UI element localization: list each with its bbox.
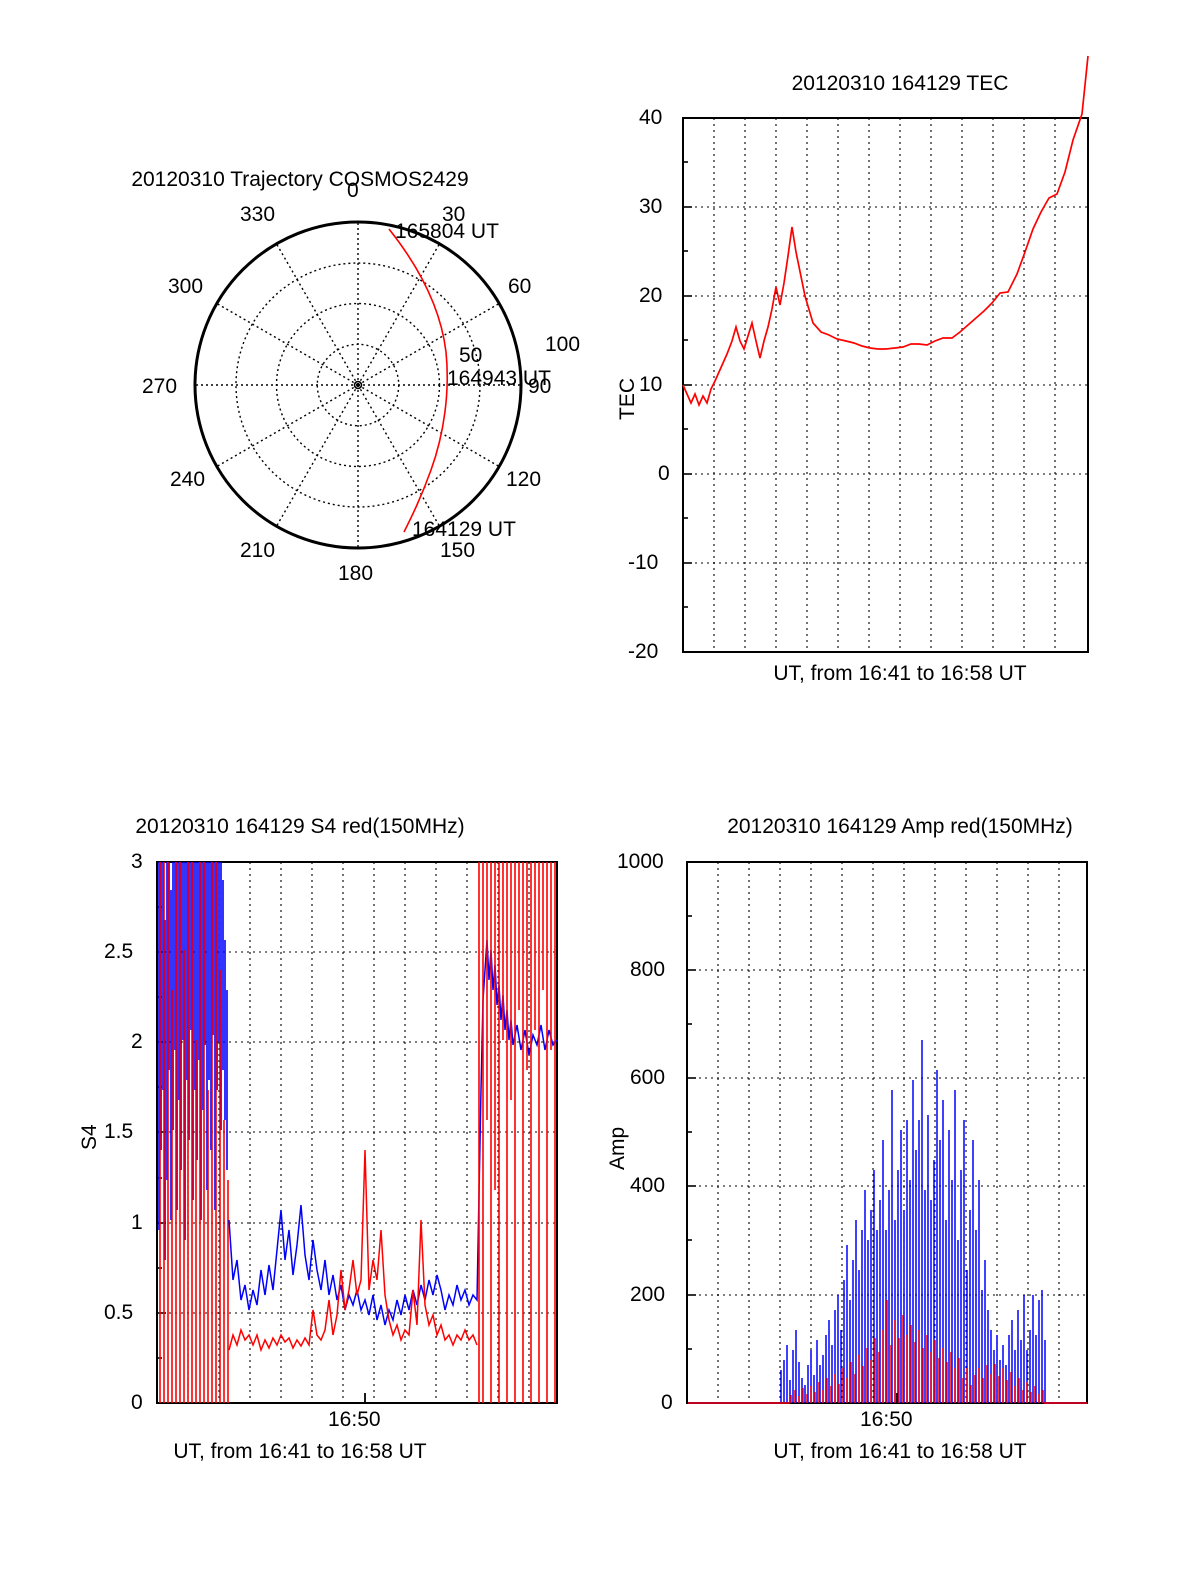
amp-ytick-800: 800: [630, 958, 666, 981]
polar-radial-label-50: 50: [459, 344, 483, 367]
polar-az-label-30: 30: [442, 203, 466, 226]
s4-xtick-label-1650: 16:50: [328, 1408, 381, 1431]
s4-trace-blue-quiet: [228, 939, 558, 1326]
tec-hgrid: [683, 206, 1088, 564]
s4-trace-red-quiet: [228, 1149, 478, 1353]
amp-ytick-200: 200: [630, 1283, 666, 1306]
polar-az-label-300: 300: [168, 275, 204, 298]
s4-ytick-15: 1.5: [104, 1120, 134, 1143]
trajectory-panel: 20120310 Trajectory COSMOS2429 0: [0, 0, 600, 640]
polar-az-label-180: 180: [338, 562, 374, 585]
tec-ytick-10: 10: [639, 373, 663, 396]
s4-trace-blue-saturated: [158, 862, 228, 1260]
s4-ytick-05: 0.5: [104, 1301, 134, 1324]
amp-ytick-600: 600: [630, 1066, 666, 1089]
polar-az-label-60: 60: [508, 275, 532, 298]
tec-ytick-0: 0: [658, 462, 670, 485]
tec-xlabel: UT, from 16:41 to 16:58 UT: [773, 662, 1027, 685]
amp-xtick-label-1650: 16:50: [860, 1408, 913, 1431]
polar-az-label-240: 240: [170, 468, 206, 491]
amp-xlabel: UT, from 16:41 to 16:58 UT: [773, 1440, 1027, 1463]
s4-ytick-25: 2.5: [104, 940, 134, 963]
s4-title: 20120310 164129 S4 red(150MHz): [135, 815, 465, 838]
polar-spokes: [195, 222, 521, 548]
s4-vgrid: [187, 862, 530, 1403]
amp-ytick-0: 0: [661, 1391, 673, 1414]
trajectory-trace: [388, 228, 449, 533]
s4-trace-red-saturated-start: [159, 862, 229, 1403]
tec-ytick-40: 40: [639, 106, 663, 129]
s4-ytick-0: 0: [131, 1391, 143, 1414]
amp-hgrid: [687, 969, 1087, 1296]
s4-panel: 20120310 164129 S4 red(150MHz): [0, 790, 600, 1490]
tec-yticks: [683, 161, 692, 608]
polar-az-label-90: 90: [528, 375, 552, 398]
trajectory-plot-svg: [193, 220, 523, 550]
s4-ytick-1: 1: [131, 1211, 143, 1234]
amp-ytick-1000: 1000: [617, 850, 664, 873]
polar-az-label-270: 270: [142, 375, 178, 398]
amp-ylabel: Amp: [606, 1126, 629, 1170]
trajectory-annotation-end: 164129 UT: [412, 518, 516, 541]
amp-ytick-400: 400: [630, 1174, 666, 1197]
s4-ytick-3: 3: [131, 850, 143, 873]
tec-ytick-30: 30: [639, 195, 663, 218]
s4-xlabel: UT, from 16:41 to 16:58 UT: [173, 1440, 427, 1463]
amp-trace-red: [688, 1300, 1087, 1404]
polar-az-label-210: 210: [240, 539, 276, 562]
s4-ytick-2: 2: [131, 1030, 143, 1053]
tec-ytick-20: 20: [639, 284, 663, 307]
tec-trace: [682, 55, 1089, 408]
tec-panel: 20120310 164129 TEC: [600, 0, 1200, 700]
polar-az-label-0: 0: [347, 179, 359, 202]
amp-plot-svg: [686, 861, 1088, 1404]
tec-plot-svg: [682, 55, 1089, 653]
polar-center-marker: [353, 380, 363, 390]
tec-ylabel: TEC: [616, 378, 639, 420]
polar-az-label-330: 330: [240, 203, 276, 226]
trajectory-title: 20120310 Trajectory COSMOS2429: [131, 168, 469, 191]
amp-vgrid: [717, 862, 1060, 1403]
amp-yticks: [687, 915, 696, 1350]
s4-plot-svg: [156, 861, 558, 1404]
tec-title: 20120310 164129 TEC: [791, 72, 1009, 95]
tec-ytick-m20: -20: [628, 640, 659, 663]
s4-ylabel: S4: [78, 1124, 101, 1150]
amp-title: 20120310 164129 Amp red(150MHz): [727, 815, 1073, 838]
tec-ytick-m10: -10: [628, 551, 659, 574]
polar-az-label-150: 150: [440, 539, 476, 562]
amp-panel: 20120310 164129 Amp red(150MHz): [600, 790, 1200, 1490]
polar-outer-circle: [193, 220, 523, 550]
polar-radial-label-100: 100: [545, 333, 581, 356]
trajectory-annotation-start: 165804 UT: [395, 220, 499, 243]
amp-trace-blue: [688, 1040, 1087, 1404]
trajectory-annotation-mid: 164943 UT: [447, 367, 551, 390]
s4-trace-red-saturated-end: [478, 862, 556, 1403]
tec-vgrid: [713, 118, 1056, 652]
polar-az-label-120: 120: [506, 468, 542, 491]
